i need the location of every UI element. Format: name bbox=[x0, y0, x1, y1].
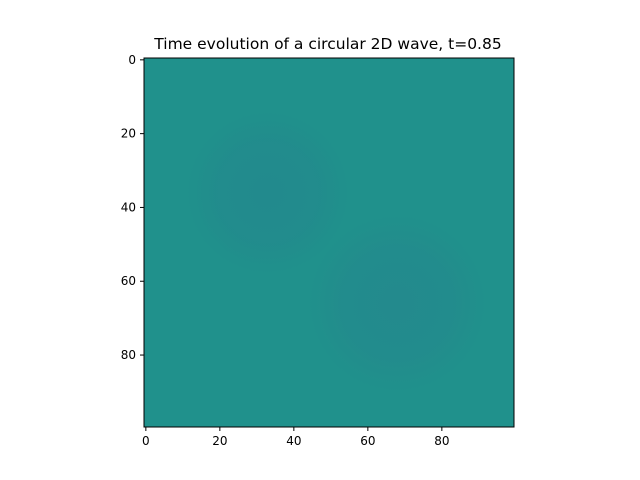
x-tick-label: 60 bbox=[360, 434, 375, 448]
x-tick-label: 20 bbox=[212, 434, 227, 448]
axes-frame bbox=[143, 57, 515, 428]
x-axis: 0 20 40 60 80 bbox=[142, 427, 449, 448]
chart-title: Time evolution of a circular 2D wave, t=… bbox=[153, 35, 501, 53]
y-tick-label: 0 bbox=[128, 53, 136, 67]
y-tick-label: 80 bbox=[121, 348, 136, 362]
heatmap-trough-upper-left bbox=[186, 111, 350, 275]
heatmap-image bbox=[144, 58, 514, 427]
y-tick-label: 20 bbox=[121, 127, 136, 141]
x-tick-label: 0 bbox=[142, 434, 150, 448]
y-axis: 0 20 40 60 80 bbox=[121, 53, 144, 362]
heatmap-trough-lower-right bbox=[308, 214, 487, 393]
x-tick-label: 80 bbox=[434, 434, 449, 448]
y-tick-label: 60 bbox=[121, 274, 136, 288]
y-tick-label: 40 bbox=[121, 200, 136, 214]
x-tick-label: 40 bbox=[286, 434, 301, 448]
